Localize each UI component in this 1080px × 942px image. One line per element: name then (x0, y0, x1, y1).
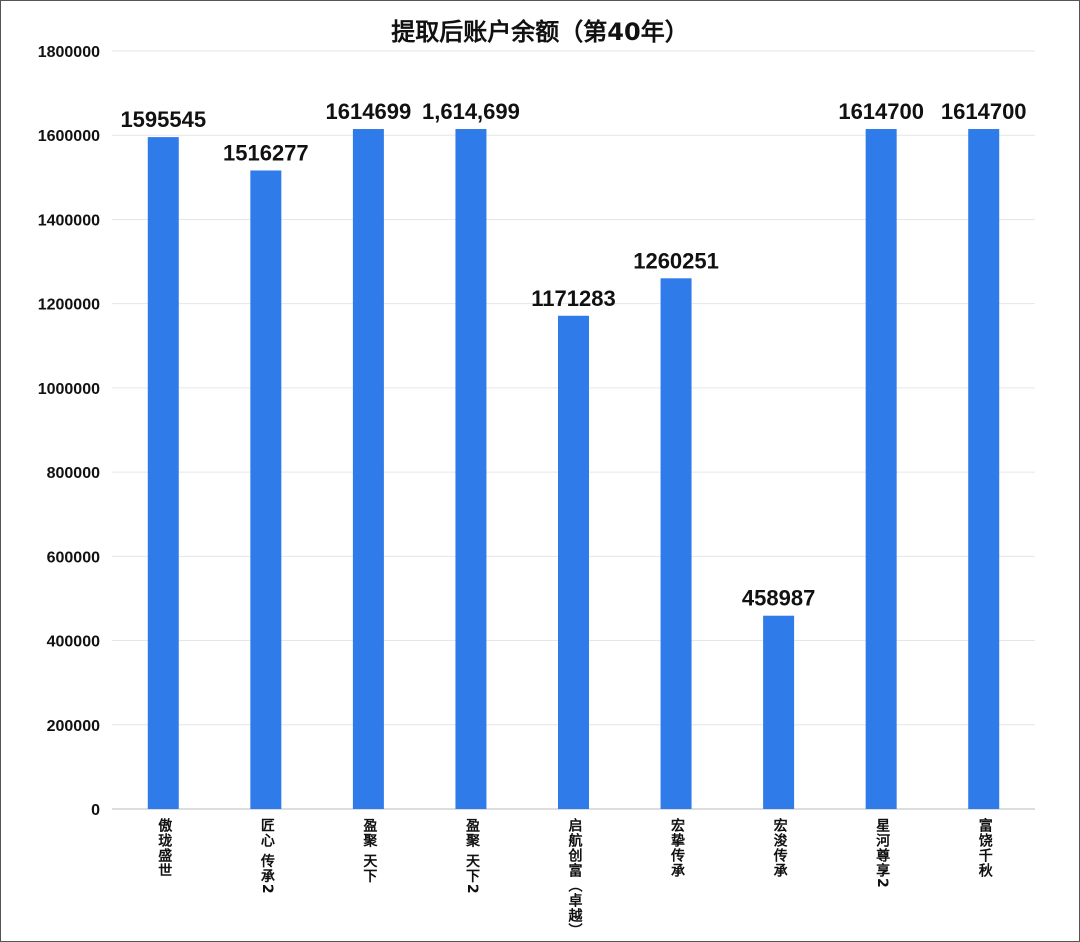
bar (865, 129, 897, 810)
x-tick-label: 傲珑盛世 (156, 818, 173, 878)
x-tick-label: 匠心 传承2 (258, 818, 275, 895)
bar (250, 170, 282, 810)
x-tick-label: 星河尊享2 (874, 818, 891, 889)
data-label: 1171283 (531, 286, 615, 311)
x-tick-label: 启航创富（卓越） (566, 818, 583, 938)
bar (763, 615, 795, 809)
y-tick-label: 200000 (47, 718, 100, 735)
data-label: 1260251 (633, 248, 719, 273)
bar (558, 315, 589, 809)
data-label: 1614700 (941, 99, 1027, 124)
y-tick-label: 1800000 (38, 44, 100, 61)
data-label: 1595545 (120, 107, 206, 132)
x-tick-label: 宏浚传承 (771, 818, 788, 878)
y-tick-label: 1600000 (38, 128, 100, 145)
data-label: 1,614,699 (422, 99, 520, 124)
data-label: 1614700 (838, 99, 924, 124)
x-tick-label: 盈聚 天下2 (463, 818, 480, 895)
bar (352, 129, 384, 810)
chart-title: 提取后账户余额（第40年） (391, 18, 689, 46)
y-tick-label: 1200000 (38, 297, 100, 314)
bar (455, 129, 487, 810)
y-tick-label: 400000 (47, 634, 100, 651)
bar (968, 129, 1000, 810)
bar (147, 137, 179, 809)
x-tick-label: 盈聚 天下 (361, 818, 378, 884)
y-tick-label: 600000 (47, 549, 100, 566)
y-tick-label: 800000 (47, 465, 100, 482)
y-tick-label: 1000000 (38, 381, 100, 398)
bar (660, 278, 692, 809)
y-tick-label: 0 (91, 802, 100, 819)
data-label: 1516277 (223, 140, 309, 165)
x-tick-label: 富饶千秋 (976, 818, 993, 878)
data-label: 458987 (742, 586, 815, 611)
x-tick-label: 宏挚传承 (669, 818, 686, 878)
data-label: 1614699 (326, 99, 412, 124)
y-tick-label: 1400000 (38, 212, 100, 229)
